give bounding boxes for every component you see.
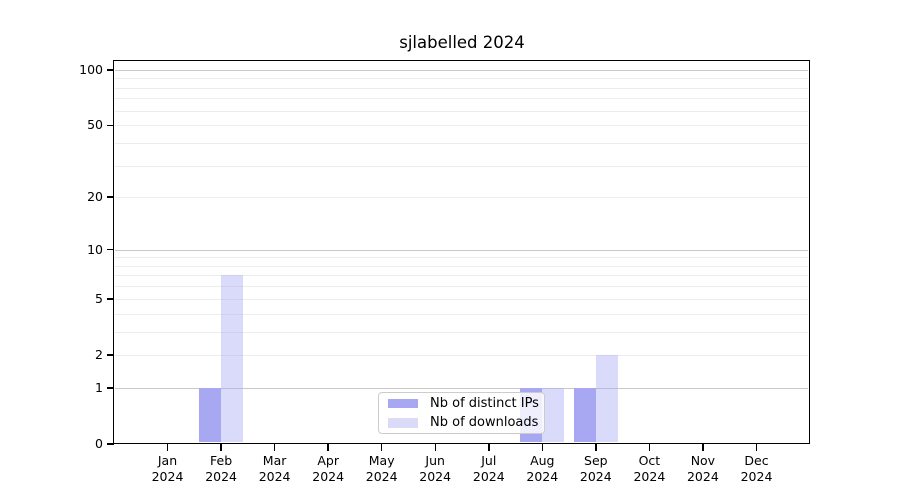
chart-title: sjlabelled 2024 [399,33,525,52]
major-gridline [115,69,808,71]
y-axis-tick [107,354,114,356]
y-axis-tick-label: 100 [79,61,103,77]
minor-gridline [115,286,808,288]
y-axis-tick [107,298,114,300]
y-axis-tick-label: 50 [87,117,103,133]
major-gridline [115,387,808,389]
month-label: Nov [690,453,716,468]
bar-downloads [595,354,618,443]
year-label: 2024 [686,469,719,484]
month-label: Mar [262,453,287,468]
year-label: 2024 [579,469,612,484]
y-axis-tick-label: 0 [95,436,103,451]
minor-gridline [115,257,808,259]
x-axis-tick [488,444,490,451]
x-axis-tick-label: Feb 2024 [191,453,251,485]
x-axis-tick [541,444,544,451]
x-axis-tick-label: Jul 2024 [459,453,519,485]
y-axis-tick [107,248,114,251]
bar-downloads [542,387,565,443]
x-axis-tick [755,444,758,451]
x-axis-tick [595,444,597,451]
month-label: Sep [584,453,608,468]
y-axis-tick-label: 10 [87,241,103,257]
minor-gridline [115,197,808,199]
minor-gridline [115,78,808,80]
y-axis-tick-label: 2 [95,346,103,362]
bar-downloads [221,275,244,443]
legend-swatch-downloads [388,418,418,428]
x-axis-tick [273,444,276,451]
month-label: May [368,453,395,468]
minor-gridline [115,125,808,127]
bar-distinct-ips [573,387,596,443]
legend: Nb of distinct IPs Nb of downloads [378,392,545,434]
minor-gridline [115,265,808,267]
y-axis-tick [107,387,114,389]
x-axis-tick-label: Jun 2024 [405,453,465,485]
x-axis-tick [166,444,169,451]
x-axis-tick-label: Mar 2024 [245,453,305,485]
x-axis-tick [380,444,383,451]
minor-gridline [115,110,808,112]
y-axis-tick [107,196,114,198]
x-axis-tick [434,444,436,451]
x-axis-tick-label: May 2024 [352,453,412,485]
legend-item-distinct-ips: Nb of distinct IPs [385,395,539,412]
y-axis-tick [107,124,114,126]
x-axis-tick-label: Oct 2024 [619,453,679,485]
year-label: 2024 [365,469,398,484]
minor-gridline [115,165,808,167]
legend-swatch-distinct-ips [388,398,418,408]
legend-label-downloads: Nb of downloads [430,415,539,431]
x-axis-tick-label: Dec 2024 [727,453,787,485]
x-axis-tick-label: Nov 2024 [673,453,733,485]
year-label: 2024 [312,469,345,484]
month-label: Apr [317,453,339,468]
bar-distinct-ips [199,387,222,443]
x-axis-tick [648,444,651,451]
x-axis-tick-label: Jan 2024 [138,453,198,485]
minor-gridline [115,142,808,144]
y-axis-tick-label: 1 [95,379,103,395]
x-axis-tick [220,444,222,451]
x-axis-tick-label: Aug 2024 [512,453,572,485]
legend-label-distinct-ips: Nb of distinct IPs [430,395,539,411]
minor-gridline [115,298,808,300]
month-label: Feb [210,453,233,468]
major-gridline [115,249,808,251]
year-label: 2024 [151,469,184,484]
x-axis-tick [327,444,329,451]
month-label: Oct [638,453,661,468]
year-label: 2024 [740,469,773,484]
minor-gridline [115,354,808,356]
x-axis-tick-label: Sep 2024 [566,453,626,485]
minor-gridline [115,98,808,100]
x-axis-tick-label: Apr 2024 [298,453,358,485]
year-label: 2024 [419,469,452,484]
month-label: Jun [425,453,445,468]
plot-area-border [113,60,810,444]
year-label: 2024 [205,469,237,484]
y-axis-tick-label: 5 [95,290,103,306]
y-axis-tick-label: 20 [87,189,103,205]
minor-gridline [115,331,808,333]
month-label: Dec [744,453,769,468]
y-axis-tick [107,69,114,71]
month-label: Aug [530,453,555,468]
year-label: 2024 [633,469,666,484]
year-label: 2024 [472,469,505,484]
month-label: Jan [157,453,178,468]
month-label: Jul [481,453,497,468]
year-label: 2024 [258,469,291,484]
y-axis-tick [107,443,114,445]
x-axis-tick [702,444,704,451]
minor-gridline [115,275,808,277]
minor-gridline [115,313,808,315]
year-label: 2024 [526,469,559,484]
legend-item-downloads: Nb of downloads [385,415,538,432]
minor-gridline [115,87,808,89]
